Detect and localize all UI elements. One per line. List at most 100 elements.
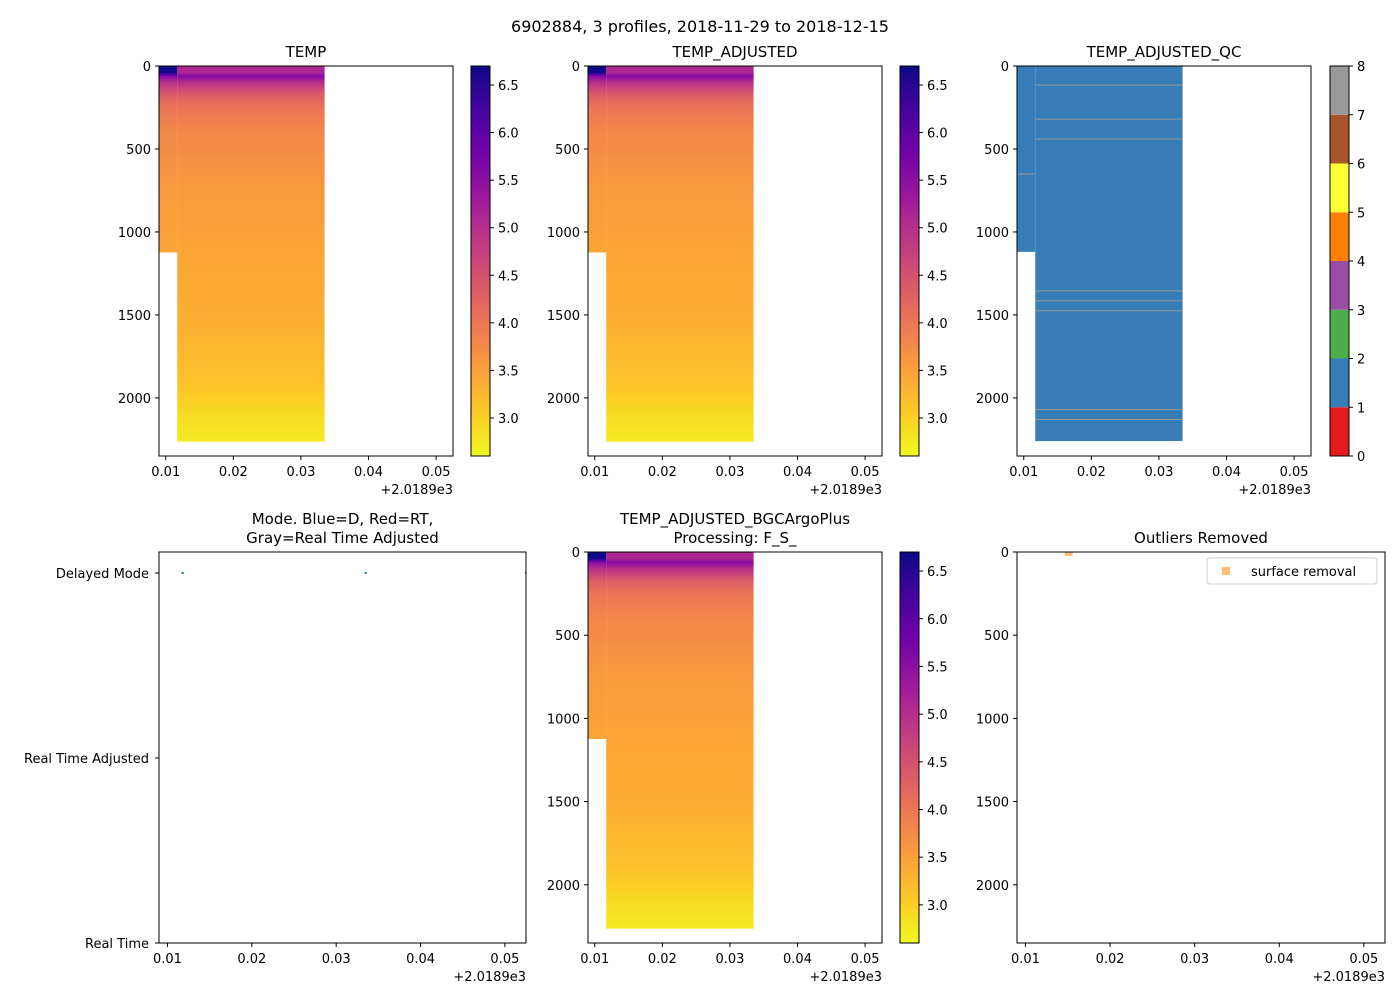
depth-cell	[606, 611, 754, 615]
depth-cell	[588, 730, 607, 733]
depth-cell	[588, 195, 607, 198]
depth-cell	[588, 600, 607, 603]
depth-cell	[606, 389, 754, 392]
depth-cell	[159, 139, 178, 142]
depth-cell	[606, 570, 754, 573]
depth-cell	[606, 873, 754, 876]
depth-cell	[606, 406, 754, 409]
depth-cell	[606, 849, 754, 853]
depth-cell	[177, 416, 325, 419]
depth-cell	[588, 596, 607, 600]
depth-cell	[606, 711, 754, 714]
depth-cell	[177, 127, 325, 130]
depth-cell	[159, 170, 178, 173]
depth-cell	[177, 163, 325, 167]
depth-cell	[159, 188, 178, 192]
depth-cell	[588, 192, 607, 195]
depth-cell	[606, 343, 754, 346]
depth-cell	[606, 374, 754, 377]
depth-cell	[588, 74, 607, 77]
depth-cell	[606, 172, 754, 175]
depth-cell	[606, 192, 754, 195]
depth-cell	[588, 66, 607, 69]
depth-cell	[177, 392, 325, 396]
depth-cell	[606, 132, 754, 135]
depth-cell	[606, 580, 754, 583]
depth-cell	[606, 603, 754, 606]
depth-cell	[159, 240, 178, 243]
colorbar-segment	[1330, 261, 1349, 310]
depth-cell	[588, 671, 607, 675]
depth-cell	[606, 246, 754, 250]
depth-cell	[588, 688, 607, 691]
axes-frame	[1016, 551, 1386, 944]
depth-cell	[588, 723, 607, 726]
depth-cell	[606, 243, 754, 246]
depth-cell	[606, 144, 754, 147]
depth-cell	[177, 147, 325, 150]
depth-cell	[606, 665, 754, 668]
depth-cell	[588, 695, 607, 698]
depth-cell	[606, 645, 754, 648]
depth-cell	[588, 626, 607, 630]
depth-cell	[588, 119, 607, 122]
depth-cell	[606, 552, 754, 555]
depth-cell	[588, 648, 607, 651]
depth-cell	[606, 424, 754, 427]
depth-cell	[159, 95, 178, 99]
depth-cell	[588, 573, 607, 576]
depth-cell	[606, 281, 754, 285]
figure-title: 6902884, 3 profiles, 2018-11-29 to 2018-…	[511, 17, 889, 36]
y-tick-label: 1500	[976, 796, 1009, 811]
depth-cell	[177, 271, 325, 275]
depth-cell	[159, 80, 178, 84]
depth-cell	[177, 344, 325, 348]
plot-area	[181, 572, 526, 574]
depth-cell	[159, 94, 178, 97]
depth-cell	[159, 250, 178, 253]
depth-cell	[177, 212, 325, 215]
depth-cell	[159, 97, 178, 100]
depth-cell	[606, 125, 754, 129]
depth-cell	[606, 208, 754, 211]
colorbar-frame	[899, 65, 920, 457]
depth-cell	[177, 90, 325, 94]
depth-cell	[606, 160, 754, 163]
depth-cell	[606, 261, 754, 265]
depth-cell	[606, 786, 754, 789]
depth-cell	[606, 701, 754, 705]
depth-cell	[588, 222, 607, 225]
depth-cell	[588, 601, 607, 605]
depth-cell	[159, 230, 178, 233]
depth-cell	[606, 899, 754, 903]
x-tick-label: 0.02	[1096, 952, 1125, 967]
depth-cell	[606, 686, 754, 690]
depth-cell	[588, 563, 607, 566]
depth-cell	[177, 339, 325, 343]
depth-cell	[177, 268, 325, 271]
depth-cell	[159, 135, 178, 138]
depth-cell	[588, 217, 607, 220]
depth-cell	[606, 378, 754, 381]
depth-cell	[606, 346, 754, 349]
depth-cell	[606, 683, 754, 686]
depth-cell	[177, 190, 325, 193]
depth-cell	[177, 107, 325, 110]
depth-cell	[606, 77, 754, 80]
depth-cell	[606, 831, 754, 834]
depth-cell	[588, 202, 607, 205]
qc-flag-block	[1035, 66, 1183, 442]
depth-cell	[588, 225, 607, 228]
depth-cell	[606, 70, 754, 74]
depth-cell	[588, 645, 607, 648]
depth-cell	[177, 260, 325, 263]
depth-cell	[177, 369, 325, 372]
depth-cell	[588, 710, 607, 713]
depth-cell	[177, 280, 325, 283]
depth-cell	[177, 311, 325, 314]
depth-cell	[606, 87, 754, 90]
depth-cell	[606, 213, 754, 216]
depth-cell	[588, 691, 607, 695]
depth-cell	[177, 248, 325, 251]
depth-cell	[588, 125, 607, 129]
